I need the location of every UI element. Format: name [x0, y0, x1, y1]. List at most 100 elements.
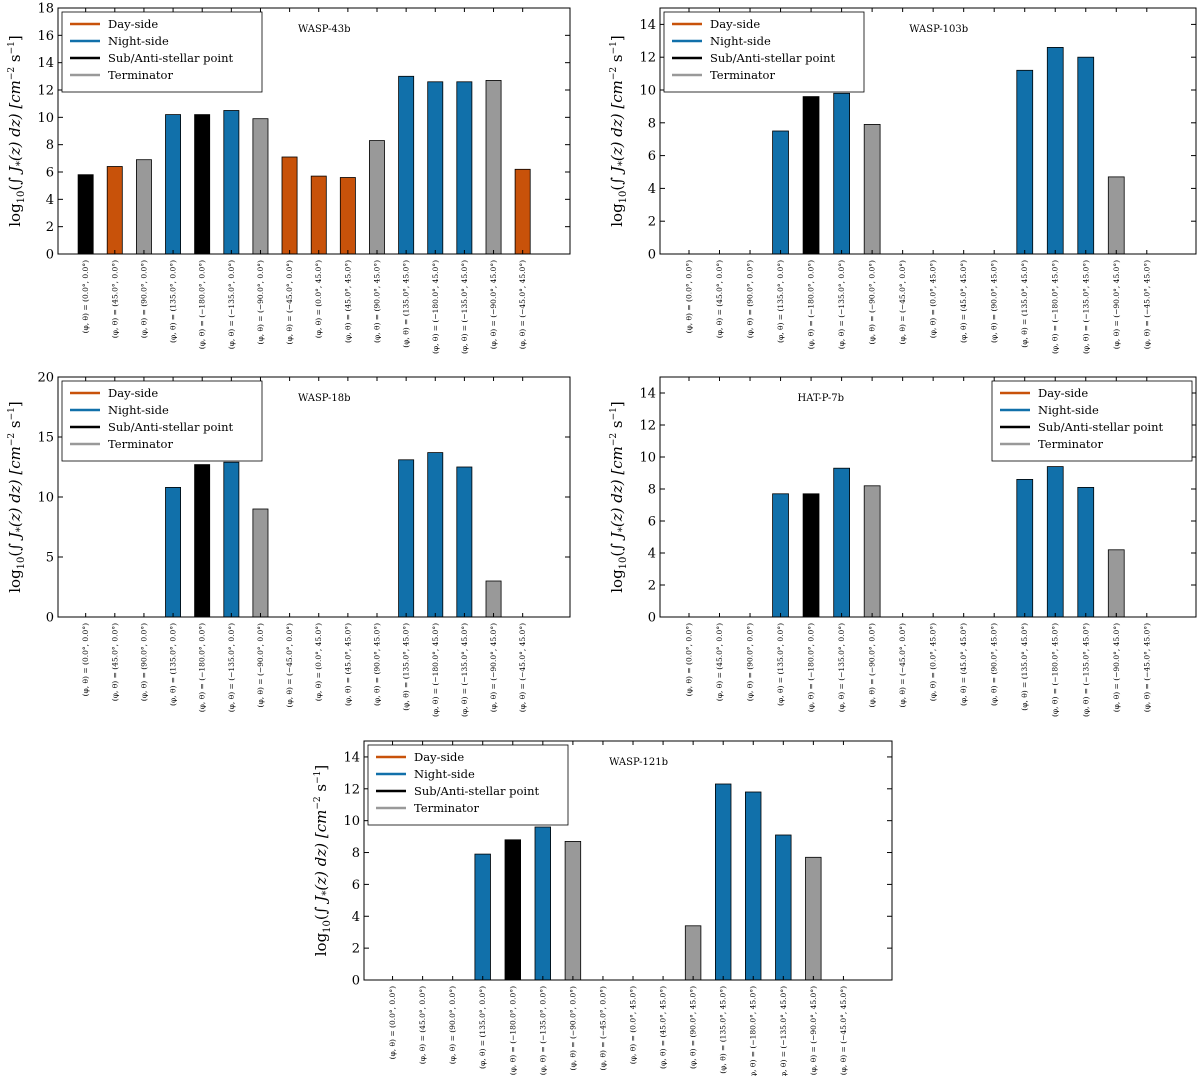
- y-tick-label: 8: [46, 138, 54, 153]
- x-tick-label: (φ, θ) = (135.0°, 45.0°): [1020, 623, 1029, 711]
- x-tick-label: (φ, θ) = (90.0°, 45.0°): [990, 260, 999, 343]
- y-tick-label: 14: [343, 750, 360, 765]
- x-tick-label: (φ, θ) = (−90.0°, 0.0°): [256, 260, 265, 345]
- chart-panel-hat-p-7b: 0 2 4 6 8 10 12 14 (φ, θ) = (0.0°, 0.0°) (φ, θ) =…: [608, 376, 1197, 717]
- bar-night: [1077, 486, 1095, 618]
- y-tick-label: 4: [352, 910, 360, 925]
- y-tick-label: 15: [37, 431, 54, 446]
- chart-title: WASP-43b: [298, 24, 351, 35]
- x-tick-label: (φ, θ) = (135.0°, 45.0°): [719, 986, 728, 1074]
- x-tick-label: (φ, θ) = (135.0°, 45.0°): [1020, 260, 1029, 348]
- y-tick-label: 4: [46, 193, 54, 208]
- x-tick-label: (φ, θ) = (−180.0°, 45.0°): [1051, 623, 1060, 717]
- x-tick-label: (φ, θ) = (90.0°, 45.0°): [373, 623, 382, 706]
- x-tick-label: (φ, θ) = (−45.0°, 45.0°): [1142, 260, 1151, 349]
- x-tick-label: (φ, θ) = (−180.0°, 0.0°): [198, 260, 207, 349]
- x-tick-label: (φ, θ) = (90.0°, 45.0°): [990, 623, 999, 706]
- y-axis-label: log10(∫ J*(z) dz) [cm−2 s−1]: [6, 401, 27, 593]
- x-tick-label: (φ, θ) = (−135.0°, 0.0°): [227, 260, 236, 349]
- x-tick-label: (φ, θ) = (−90.0°, 45.0°): [809, 986, 818, 1075]
- y-tick-label: 2: [46, 220, 54, 235]
- y-tick-label: 2: [352, 942, 360, 957]
- x-tick-label: (φ, θ) = (0.0°, 0.0°): [388, 986, 397, 1059]
- chart-title: WASP-103b: [909, 24, 968, 35]
- legend-label-terminator: Terminator: [108, 437, 173, 451]
- y-tick-label: 6: [648, 515, 656, 530]
- x-tick-label: (φ, θ) = (0.0°, 0.0°): [684, 260, 693, 333]
- y-tick-label: 0: [352, 974, 360, 989]
- x-tick-label: (φ, θ) = (45.0°, 0.0°): [715, 260, 724, 338]
- y-tick-label: 14: [639, 18, 656, 33]
- y-tick-label: 6: [648, 149, 656, 164]
- y-tick-label: 0: [46, 611, 54, 626]
- bar-night: [745, 791, 762, 981]
- y-tick-label: 12: [37, 84, 54, 99]
- y-tick-label: 0: [648, 611, 656, 626]
- chart-title: WASP-121b: [609, 757, 668, 768]
- legend-label-substellar: Sub/Anti-stellar point: [108, 51, 233, 65]
- legend-label-night: Night-side: [710, 34, 771, 48]
- x-tick-label: (φ, θ) = (−135.0°, 45.0°): [1081, 623, 1090, 717]
- x-tick-label: (φ, θ) = (−135.0°, 45.0°): [1081, 260, 1090, 354]
- x-tick-label: (φ, θ) = (−45.0°, 0.0°): [285, 260, 294, 345]
- x-tick-label: (φ, θ) = (0.0°, 0.0°): [81, 260, 90, 333]
- legend-label-terminator: Terminator: [710, 68, 775, 82]
- x-tick-label: (φ, θ) = (−45.0°, 45.0°): [839, 986, 848, 1075]
- x-tick-label: (φ, θ) = (−90.0°, 45.0°): [489, 623, 498, 712]
- x-tick-label: (φ, θ) = (−90.0°, 45.0°): [1112, 260, 1121, 349]
- y-tick-label: 0: [46, 248, 54, 263]
- y-tick-label: 6: [46, 166, 54, 181]
- plot-frame: [659, 376, 1197, 618]
- x-tick-label: (φ, θ) = (0.0°, 45.0°): [314, 623, 323, 701]
- legend-label-substellar: Sub/Anti-stellar point: [414, 784, 539, 798]
- x-tick-label: (φ, θ) = (135.0°, 0.0°): [776, 260, 785, 343]
- x-tick-label: (φ, θ) = (90.0°, 0.0°): [746, 623, 755, 701]
- x-tick-label: (φ, θ) = (−180.0°, 45.0°): [1051, 260, 1060, 354]
- legend-label-terminator: Terminator: [414, 801, 479, 815]
- y-tick-label: 12: [639, 51, 656, 66]
- x-tick-label: (φ, θ) = (−90.0°, 0.0°): [256, 623, 265, 708]
- y-axis-label: log10(∫ J*(z) dz) [cm−2 s−1]: [608, 35, 629, 227]
- y-tick-label: 14: [37, 56, 54, 71]
- legend-label-substellar: Sub/Anti-stellar point: [1038, 420, 1163, 434]
- y-tick-label: 10: [639, 451, 656, 466]
- y-tick-label: 10: [639, 84, 656, 99]
- legend-label-night: Night-side: [108, 403, 169, 417]
- x-tick-label: (φ, θ) = (−90.0°, 0.0°): [868, 260, 877, 345]
- x-tick-label: (φ, θ) = (−90.0°, 0.0°): [568, 986, 577, 1071]
- legend-label-substellar: Sub/Anti-stellar point: [108, 420, 233, 434]
- x-tick-label: (φ, θ) = (−180.0°, 0.0°): [508, 986, 517, 1075]
- x-tick-label: (φ, θ) = (−180.0°, 45.0°): [431, 623, 440, 717]
- y-axis-label: log10(∫ J*(z) dz) [cm−2 s−1]: [6, 35, 27, 227]
- x-tick-label: (φ, θ) = (135.0°, 0.0°): [776, 623, 785, 706]
- x-tick-label: (φ, θ) = (135.0°, 0.0°): [169, 260, 178, 343]
- bar-night: [715, 783, 732, 981]
- x-tick-label: (φ, θ) = (−180.0°, 0.0°): [198, 623, 207, 712]
- legend-label-day: Day-side: [1038, 386, 1088, 400]
- x-tick-label: (φ, θ) = (135.0°, 0.0°): [478, 986, 487, 1069]
- y-tick-label: 16: [37, 29, 54, 44]
- y-tick-label: 4: [648, 547, 656, 562]
- x-tick-label: (φ, θ) = (−135.0°, 0.0°): [837, 260, 846, 349]
- y-axis-label: log10(∫ J*(z) dz) [cm−2 s−1]: [608, 401, 629, 593]
- x-tick-label: (φ, θ) = (−180.0°, 45.0°): [749, 986, 758, 1076]
- chart-panel-wasp-103b: 0 2 4 6 8 10 12 14 (φ, θ) = (0.0°, 0.0°) (φ, θ) =…: [608, 7, 1197, 354]
- plot-frame: [659, 7, 1197, 255]
- bar-night: [775, 834, 792, 981]
- x-tick-label: (φ, θ) = (135.0°, 0.0°): [169, 623, 178, 706]
- legend-box: [61, 380, 263, 462]
- legend-box: [991, 380, 1193, 462]
- y-tick-label: 5: [46, 551, 54, 566]
- x-tick-label: (φ, θ) = (0.0°, 0.0°): [684, 623, 693, 696]
- x-tick-label: (φ, θ) = (−180.0°, 45.0°): [431, 260, 440, 354]
- legend-box: [61, 11, 263, 93]
- y-tick-label: 12: [639, 419, 656, 434]
- legend-label-day: Day-side: [710, 17, 760, 31]
- x-tick-label: (φ, θ) = (45.0°, 0.0°): [715, 623, 724, 701]
- y-tick-label: 2: [648, 579, 656, 594]
- bar-night: [1046, 466, 1064, 618]
- bar-night: [474, 853, 491, 981]
- legend-label-night: Night-side: [1038, 403, 1099, 417]
- x-tick-label: (φ, θ) = (0.0°, 45.0°): [629, 986, 638, 1064]
- chart-panel-wasp-121b: 0 2 4 6 8 10 12 14 (φ, θ) = (0.0°, 0.0°) (φ, θ) =…: [312, 740, 893, 1076]
